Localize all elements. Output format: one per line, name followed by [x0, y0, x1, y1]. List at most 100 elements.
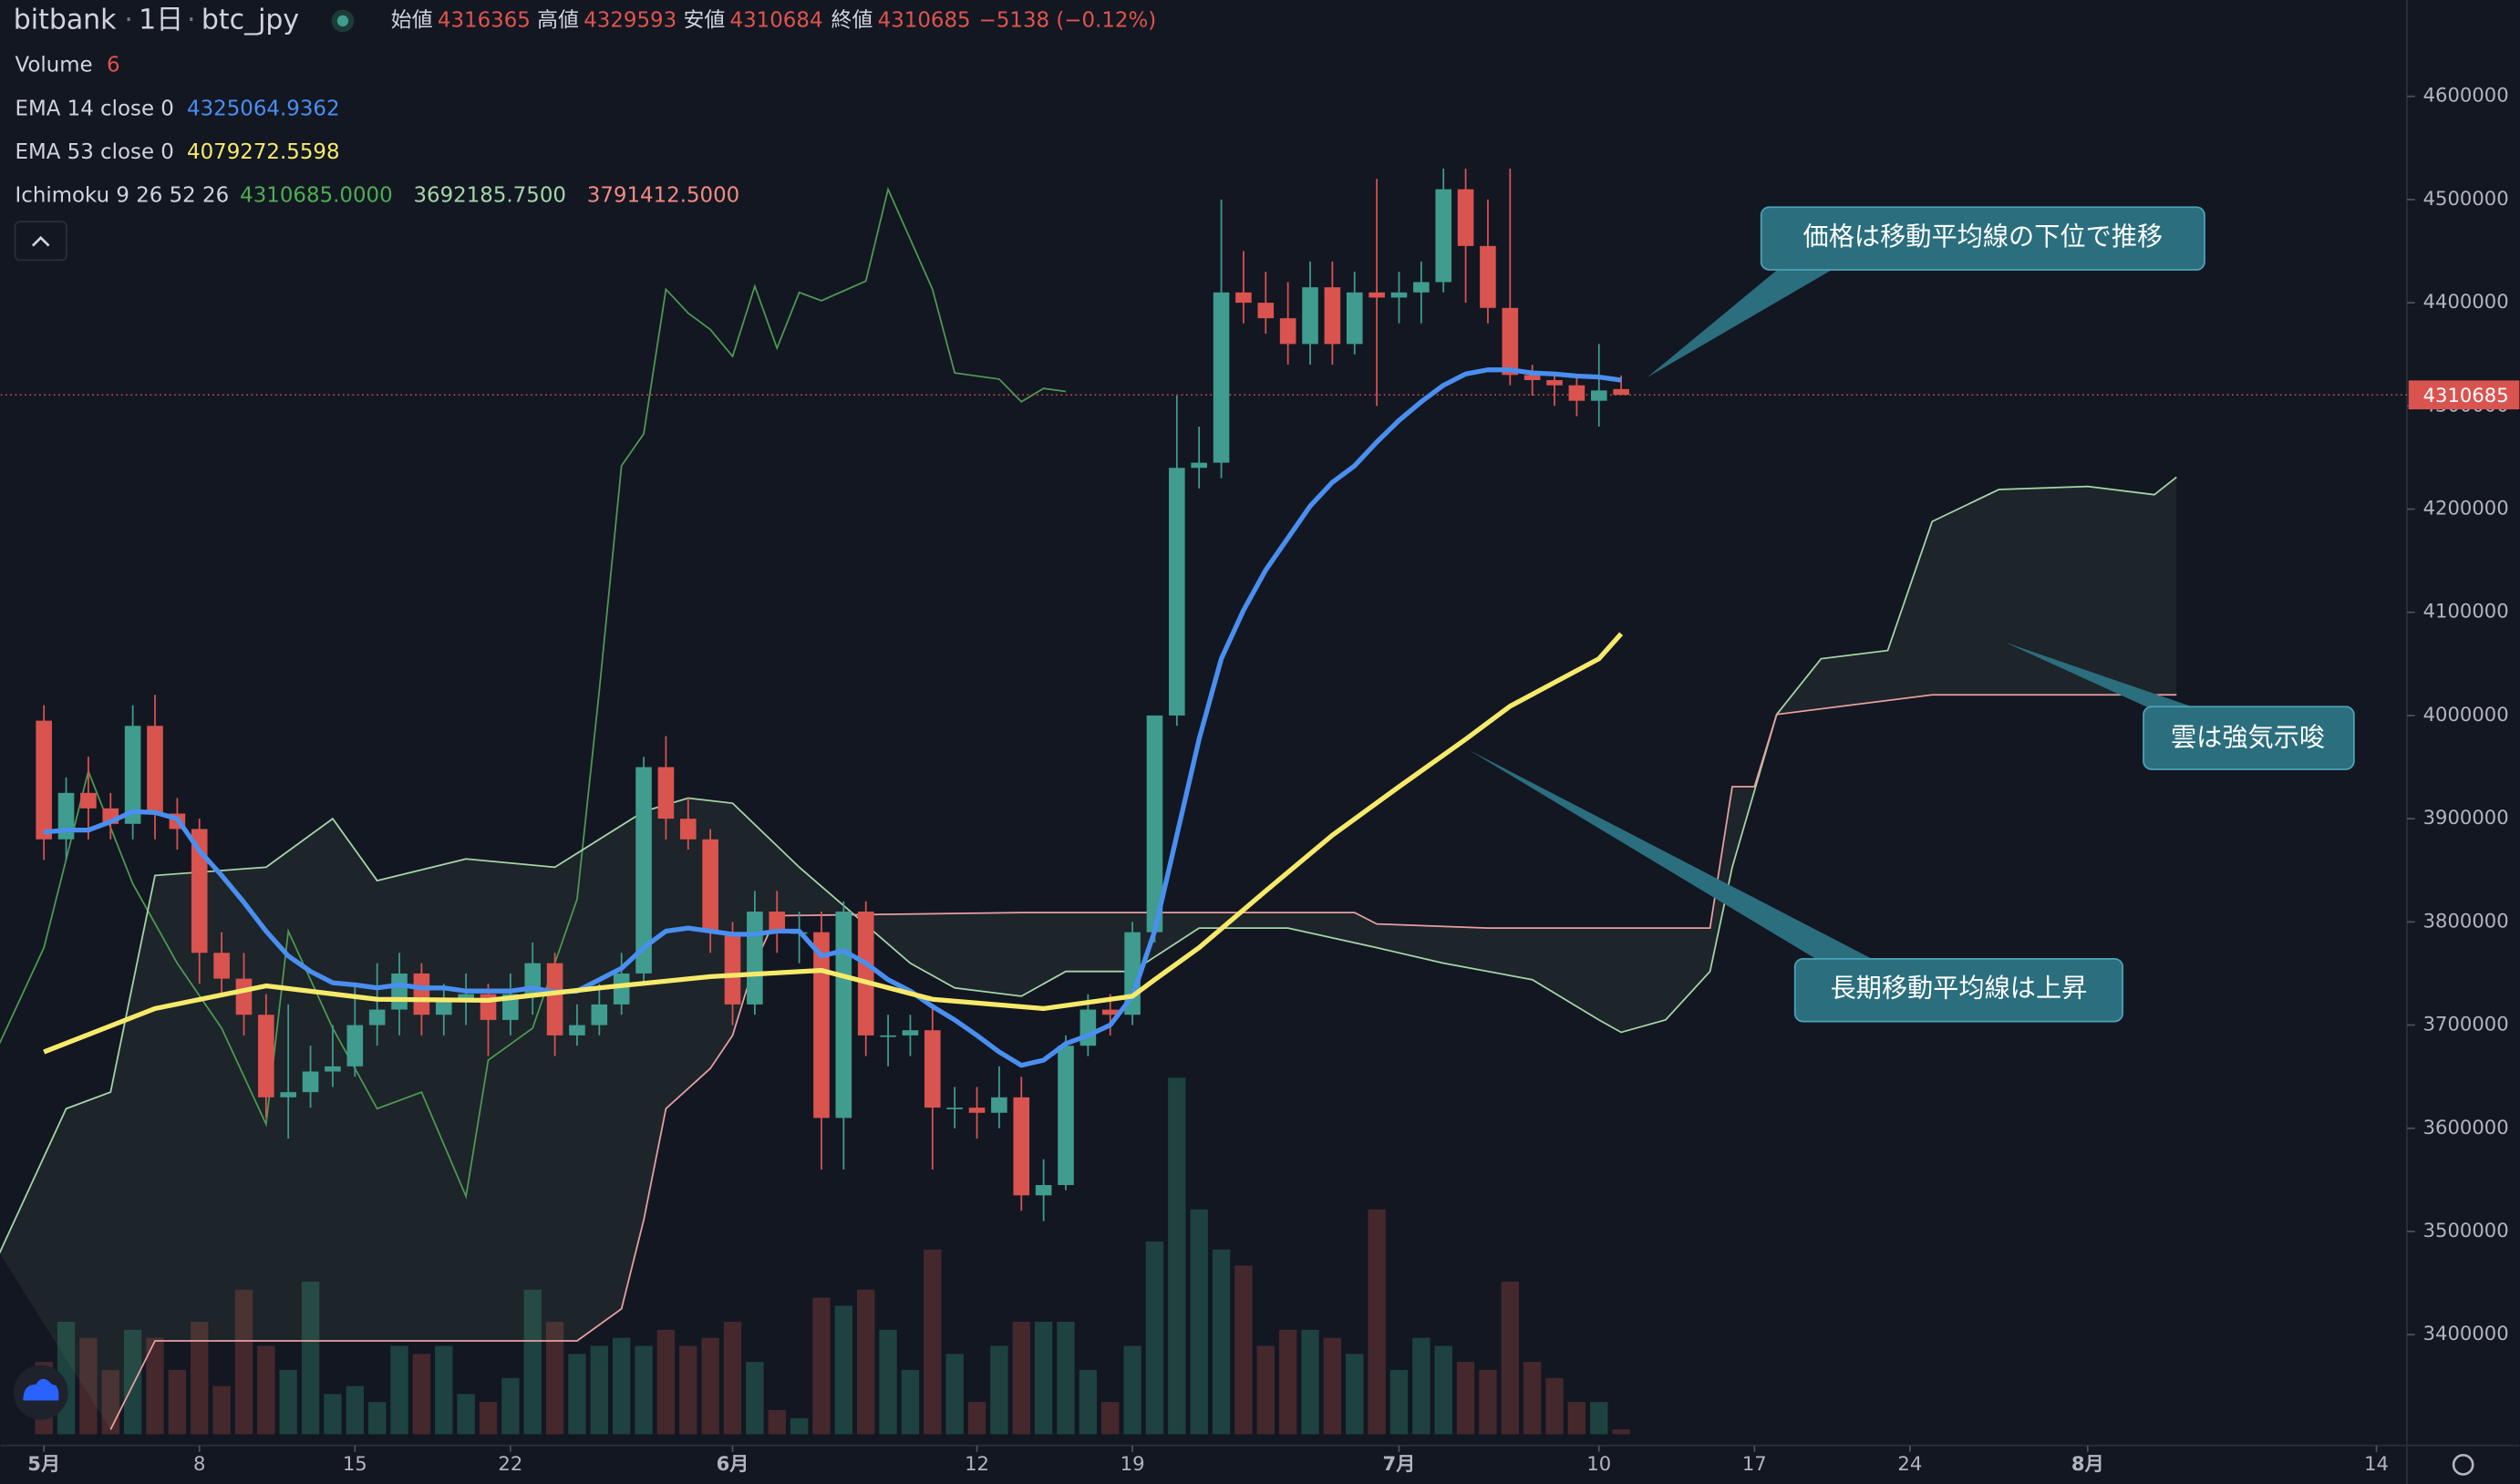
candle-body — [1590, 390, 1607, 401]
last-price-tag — [2408, 380, 2520, 410]
candle-body — [302, 1071, 319, 1093]
candle-body — [147, 726, 163, 814]
candle-body — [346, 1025, 364, 1067]
volume-bar — [1389, 1369, 1409, 1435]
candle-body — [1079, 1009, 1097, 1046]
volume-bar — [457, 1394, 475, 1435]
volume-bar — [1278, 1329, 1297, 1435]
volume-bar — [1434, 1345, 1452, 1435]
callout-text: 長期移動平均線は上昇 — [1830, 973, 2087, 1003]
callout-pointer — [1647, 270, 1833, 378]
volume-bar — [1501, 1282, 1519, 1435]
volume-bar — [1256, 1345, 1275, 1435]
candle-body — [235, 978, 253, 1015]
x-tick-label: 15 — [343, 1452, 367, 1475]
candle-body — [413, 973, 430, 1015]
volume-bar — [924, 1249, 942, 1435]
volume-bar — [834, 1305, 853, 1435]
volume-bar — [1590, 1402, 1608, 1435]
candle-body — [679, 819, 697, 840]
volume-bar — [257, 1345, 275, 1435]
volume-bar — [768, 1409, 786, 1435]
candle-body — [1035, 1185, 1052, 1196]
callout-pointer — [2005, 642, 2202, 710]
callout-box — [2143, 706, 2355, 770]
volume-bar — [1101, 1402, 1120, 1435]
volume-bar — [635, 1345, 653, 1435]
volume-bar — [101, 1369, 119, 1435]
volume-bar — [1323, 1337, 1342, 1435]
candle-body — [1013, 1097, 1030, 1196]
candle-body — [769, 912, 786, 933]
callout-text: 価格は移動平均線の下位で推移 — [1803, 222, 2164, 252]
volume-bar — [412, 1354, 431, 1435]
candle-body — [924, 1030, 941, 1108]
volume-bar — [1034, 1322, 1053, 1435]
candle-body — [946, 1108, 963, 1109]
ohlc-value: 4310685 — [878, 8, 971, 32]
candle-body — [1146, 715, 1163, 933]
volume-bar — [1301, 1329, 1319, 1435]
volume-bar — [967, 1402, 986, 1435]
candle-body — [1213, 292, 1230, 463]
volume-bar — [568, 1354, 586, 1435]
candle-body — [191, 829, 208, 953]
y-tick-label: 3600000 — [2423, 1116, 2509, 1139]
callout-box — [1793, 957, 2124, 1023]
candle-body — [724, 932, 741, 1005]
y-tick-label: 3900000 — [2423, 806, 2509, 829]
indicator-value: 3791412.5000 — [587, 183, 739, 207]
candle-body — [1324, 287, 1341, 345]
candle-body — [1235, 292, 1252, 304]
indicator-value: 4325064.9362 — [187, 97, 339, 120]
volume-bar — [1346, 1354, 1364, 1435]
volume-bar — [191, 1322, 209, 1435]
volume-bar — [1523, 1362, 1542, 1435]
ichimoku-line — [0, 476, 2177, 1254]
volume-bar — [324, 1394, 342, 1435]
candle-body — [902, 1030, 919, 1036]
collapse-button[interactable] — [14, 221, 67, 262]
volume-bar — [435, 1345, 453, 1435]
volume-bar — [523, 1289, 542, 1435]
volume-bar — [1612, 1429, 1630, 1435]
x-tick-label: 8月 — [2071, 1452, 2104, 1475]
x-tick-label: 5月 — [27, 1452, 60, 1475]
indicator-name: Volume — [15, 54, 93, 77]
candle-body — [1613, 388, 1629, 396]
volume-bar — [990, 1345, 1008, 1435]
volume-bar — [1545, 1377, 1564, 1435]
candle-body — [546, 963, 563, 1036]
y-tick-label: 3700000 — [2423, 1013, 2509, 1036]
y-tick-label: 3400000 — [2423, 1322, 2509, 1345]
x-tick-label: 17 — [1742, 1452, 1767, 1475]
volume-bar — [812, 1297, 831, 1435]
candle-body — [280, 1092, 297, 1098]
candle-body — [1257, 303, 1275, 319]
volume-bar — [1412, 1337, 1430, 1435]
x-tick-label: 19 — [1121, 1452, 1145, 1475]
candle-body — [1390, 292, 1408, 298]
candle-body — [835, 912, 852, 1118]
volume-bar — [1368, 1209, 1386, 1435]
volume-bar — [656, 1329, 676, 1435]
volume-bar — [701, 1337, 719, 1435]
chevron-icon — [31, 235, 50, 247]
volume-bar — [746, 1362, 764, 1435]
ohlc-value: 4316365 — [438, 8, 531, 32]
volume-bar — [234, 1289, 253, 1435]
candle-body — [857, 912, 874, 1036]
volume-bar — [123, 1329, 142, 1435]
volume-bar — [146, 1337, 164, 1435]
ichimoku-line — [0, 186, 1067, 1200]
y-tick-label: 4400000 — [2423, 290, 2509, 313]
volume-bar — [790, 1417, 809, 1435]
ohlc-label: 終値 — [831, 8, 873, 32]
change: −5138 (−0.12%) — [979, 8, 1156, 32]
candle-body — [569, 1025, 585, 1036]
x-tick-label: 7月 — [1383, 1452, 1416, 1475]
settings-icon[interactable] — [2452, 1453, 2474, 1476]
volume-bar — [879, 1329, 897, 1435]
volume-bar — [945, 1354, 964, 1435]
